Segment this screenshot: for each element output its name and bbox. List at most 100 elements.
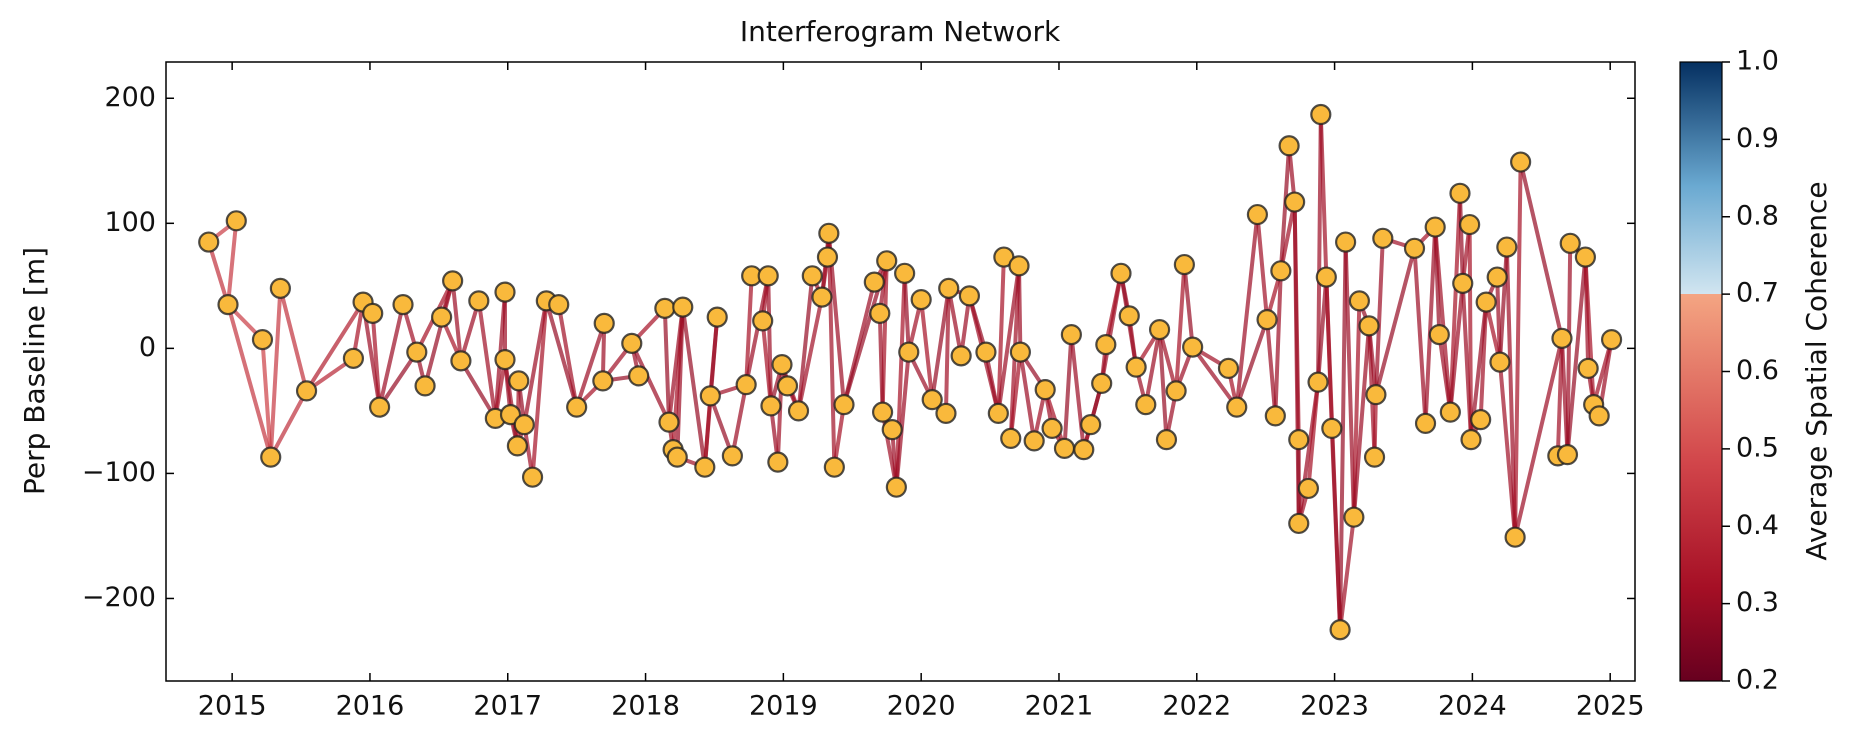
x-tick-label: 2017 bbox=[473, 691, 542, 722]
acquisition-node bbox=[1165, 380, 1187, 402]
chart-title: Interferogram Network bbox=[740, 15, 1061, 48]
y-tick-label: −200 bbox=[82, 582, 156, 613]
edge bbox=[1565, 241, 1573, 457]
edge bbox=[877, 311, 885, 415]
edge bbox=[1234, 212, 1260, 410]
edge bbox=[1513, 160, 1523, 540]
edge bbox=[1278, 143, 1292, 273]
acquisition-node bbox=[1321, 417, 1343, 439]
edge bbox=[226, 218, 239, 307]
edge bbox=[304, 300, 366, 393]
colorbar bbox=[1679, 61, 1723, 682]
edge bbox=[268, 388, 309, 460]
edge bbox=[662, 306, 671, 425]
edge bbox=[1583, 255, 1596, 407]
acquisition-node bbox=[1278, 135, 1300, 157]
edge bbox=[278, 286, 309, 393]
edge bbox=[1062, 332, 1074, 451]
acquisition-node bbox=[1288, 512, 1310, 535]
acquisition-node bbox=[1470, 409, 1492, 431]
acquisition-node bbox=[1110, 262, 1132, 284]
colorbar-tick-label: 0.8 bbox=[1736, 200, 1779, 231]
colorbar-tick-label: 0.5 bbox=[1736, 432, 1779, 463]
edge bbox=[1017, 263, 1023, 355]
edge bbox=[1008, 350, 1023, 441]
acquisition-node bbox=[833, 394, 855, 416]
acquisition-node bbox=[260, 446, 282, 468]
acquisition-node bbox=[1460, 429, 1482, 451]
edge bbox=[826, 231, 837, 470]
acquisition-node bbox=[1363, 446, 1386, 468]
edge bbox=[1174, 262, 1187, 393]
acquisition-node bbox=[898, 341, 920, 363]
acquisition-node bbox=[1009, 341, 1031, 363]
edge bbox=[1513, 336, 1564, 540]
acquisition-node bbox=[414, 375, 436, 397]
colorbar-label: Average Spatial Coherence bbox=[1800, 181, 1833, 560]
edge bbox=[1504, 245, 1518, 540]
edge bbox=[1467, 222, 1474, 442]
acquisition-node bbox=[694, 456, 716, 478]
x-tick-label: 2021 bbox=[1025, 691, 1094, 722]
acquisition-node bbox=[654, 297, 676, 319]
acquisition-node bbox=[1246, 203, 1269, 226]
acquisition-node bbox=[1008, 255, 1030, 277]
edge bbox=[1316, 275, 1329, 385]
acquisition-node bbox=[1288, 429, 1310, 451]
edge bbox=[760, 318, 773, 408]
acquisition-node bbox=[628, 365, 650, 387]
acquisition-node bbox=[1452, 272, 1474, 294]
colorbar-tick-label: 1.0 bbox=[1736, 46, 1779, 77]
acquisition-node bbox=[1307, 371, 1329, 393]
acquisition-node bbox=[885, 476, 907, 498]
edge bbox=[530, 298, 549, 480]
acquisition-node bbox=[1489, 351, 1511, 373]
acquisition-node bbox=[1414, 412, 1437, 434]
acquisition-node bbox=[1118, 305, 1140, 327]
edge bbox=[730, 382, 749, 458]
y-axis-label: Perp Baseline [m] bbox=[18, 247, 51, 495]
acquisition-node bbox=[894, 262, 916, 284]
acquisition-node bbox=[548, 293, 570, 316]
edge bbox=[1143, 327, 1162, 407]
edge bbox=[702, 393, 713, 470]
acquisition-node bbox=[910, 288, 932, 311]
edge bbox=[1478, 300, 1489, 422]
acquisition-node bbox=[876, 250, 898, 272]
acquisition-node bbox=[1034, 379, 1056, 401]
y-tick-label: 0 bbox=[139, 332, 156, 363]
acquisition-node bbox=[1182, 336, 1204, 358]
edge bbox=[1190, 345, 1239, 410]
acquisition-node bbox=[958, 285, 981, 307]
edge bbox=[675, 305, 685, 460]
acquisition-node bbox=[1148, 319, 1171, 341]
acquisition-node bbox=[442, 270, 464, 292]
edge bbox=[450, 278, 463, 363]
edge bbox=[1412, 246, 1428, 426]
acquisition-node bbox=[869, 302, 891, 324]
acquisition-node bbox=[1000, 427, 1022, 450]
acquisition-node bbox=[1060, 324, 1082, 346]
edge bbox=[226, 302, 273, 460]
acquisition-node bbox=[771, 354, 793, 376]
acquisition-node bbox=[1449, 182, 1471, 204]
edge bbox=[1338, 515, 1356, 632]
acquisition-node bbox=[1335, 231, 1357, 253]
edge bbox=[1373, 246, 1417, 397]
edge bbox=[1565, 255, 1588, 457]
acquisition-node bbox=[566, 396, 588, 418]
edge bbox=[574, 321, 607, 410]
acquisition-node bbox=[938, 277, 960, 299]
acquisition-node bbox=[863, 271, 885, 293]
acquisition-node bbox=[801, 265, 823, 287]
acquisition-node bbox=[1135, 394, 1157, 416]
acquisition-node bbox=[1428, 324, 1450, 346]
acquisition-node bbox=[1155, 429, 1178, 451]
edge bbox=[1448, 281, 1465, 415]
edge bbox=[260, 337, 273, 460]
acquisition-node bbox=[342, 347, 365, 369]
acquisition-node bbox=[1372, 227, 1394, 249]
x-tick-label: 2023 bbox=[1300, 691, 1369, 722]
acquisition-node bbox=[1226, 396, 1248, 418]
acquisition-node bbox=[1459, 213, 1481, 236]
